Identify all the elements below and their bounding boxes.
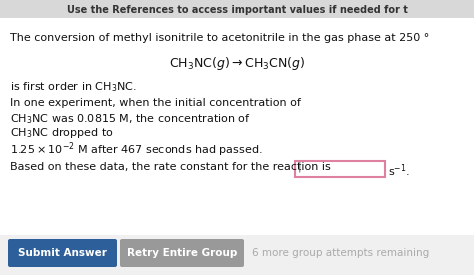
FancyBboxPatch shape (8, 239, 117, 267)
Text: Retry Entire Group: Retry Entire Group (127, 248, 237, 258)
FancyBboxPatch shape (295, 161, 385, 177)
FancyBboxPatch shape (120, 239, 244, 267)
Bar (0, 0, 474, 18)
Text: $\rm s^{-1}$.: $\rm s^{-1}$. (388, 162, 410, 178)
Text: $\rm CH_3NC$ was 0.0815 M, the concentration of: $\rm CH_3NC$ was 0.0815 M, the concentra… (10, 112, 251, 126)
Text: |: | (298, 162, 301, 172)
Text: $1.25 \times 10^{-2}$ M after 467 seconds had passed.: $1.25 \times 10^{-2}$ M after 467 second… (10, 140, 263, 159)
Text: $\rm CH_3NC$ dropped to: $\rm CH_3NC$ dropped to (10, 126, 114, 140)
Text: $\rm CH_3NC(\it{g}\rm) \rightarrow CH_3CN(\it{g}\rm)$: $\rm CH_3NC(\it{g}\rm) \rightarrow CH_3C… (169, 55, 305, 72)
Text: The conversion of methyl isonitrile to acetonitrile in the gas phase at 250 °: The conversion of methyl isonitrile to a… (10, 33, 429, 43)
Text: 6 more group attempts remaining: 6 more group attempts remaining (252, 248, 429, 258)
Text: In one experiment, when the initial concentration of: In one experiment, when the initial conc… (10, 98, 301, 108)
Bar (0, 235, 474, 275)
Text: Based on these data, the rate constant for the reaction is: Based on these data, the rate constant f… (10, 162, 331, 172)
Text: Submit Answer: Submit Answer (18, 248, 107, 258)
Text: is first order in $\rm CH_3NC$.: is first order in $\rm CH_3NC$. (10, 80, 137, 94)
Bar (0, 18, 474, 235)
Text: Use the References to access important values if needed for t: Use the References to access important v… (66, 5, 408, 15)
